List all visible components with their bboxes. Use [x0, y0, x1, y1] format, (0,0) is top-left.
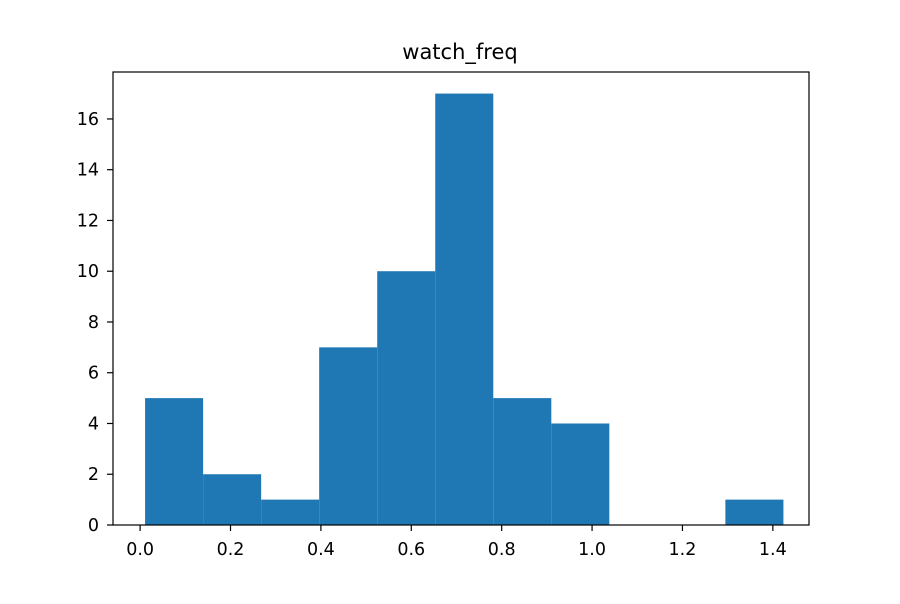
axes-frame — [112, 71, 810, 526]
y-tick-label: 0 — [88, 516, 99, 536]
histogram-bar — [261, 499, 320, 525]
y-tick-label: 14 — [77, 161, 99, 181]
y-tick-label: 8 — [88, 313, 99, 333]
histogram-bar — [493, 398, 552, 525]
x-tick-label: 0.2 — [217, 540, 245, 560]
x-tick-label: 0.0 — [126, 540, 154, 560]
y-tick-label: 10 — [77, 262, 99, 282]
chart-title: watch_freq — [402, 40, 517, 65]
x-tick-label: 0.6 — [397, 540, 425, 560]
ticks-group: 0.0 0.2 0.4 0.6 0.8 1.0 1.2 1.4 0 2 4 6 8 10 12 14 16 — [77, 110, 787, 560]
histogram-bar — [377, 271, 436, 525]
x-tick-label: 0.8 — [488, 540, 516, 560]
y-tick-label: 2 — [88, 465, 99, 485]
histogram-bar — [145, 398, 204, 525]
x-tick-label: 1.4 — [759, 540, 787, 560]
y-tick-label: 12 — [77, 211, 99, 231]
y-tick-label: 4 — [88, 414, 99, 434]
y-tick-label: 16 — [77, 110, 99, 130]
histogram-bar — [203, 474, 262, 525]
x-tick-label: 0.4 — [307, 540, 335, 560]
histogram-bar — [319, 347, 378, 525]
histogram-bar — [551, 423, 610, 525]
y-tick-label: 6 — [88, 364, 99, 384]
x-tick-label: 1.0 — [578, 540, 606, 560]
histogram-bar — [435, 93, 494, 525]
histogram-bar — [725, 499, 784, 525]
x-tick-label: 1.2 — [669, 540, 697, 560]
bars-group — [145, 93, 784, 525]
